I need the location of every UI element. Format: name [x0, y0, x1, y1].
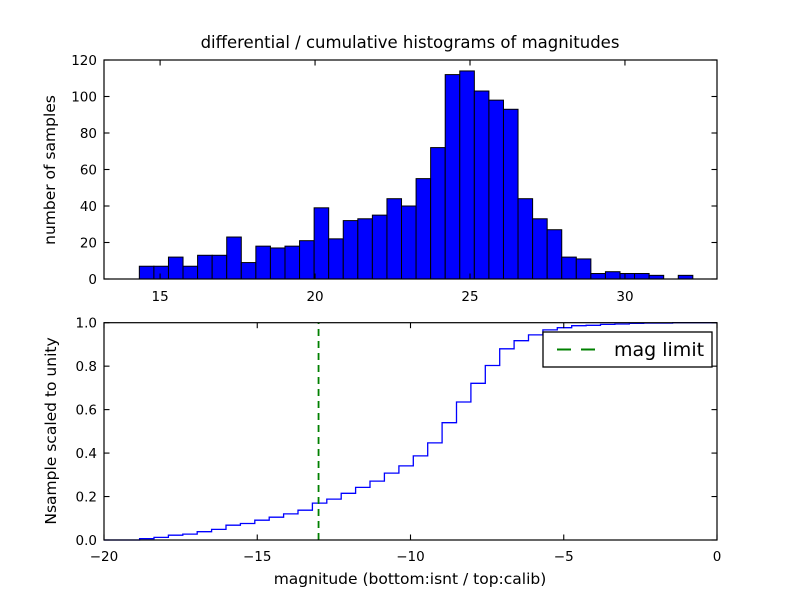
legend: mag limit	[542, 331, 713, 368]
histogram-bar	[444, 74, 461, 280]
histogram-bar	[488, 99, 504, 280]
legend-label: mag limit	[614, 339, 704, 361]
histogram-bar	[240, 262, 257, 280]
histogram-bar	[415, 178, 432, 280]
histogram-bar	[590, 273, 606, 280]
top-y-tick-label: 40	[80, 199, 97, 215]
histogram-bar	[197, 254, 213, 280]
histogram-bar	[517, 198, 534, 280]
histogram-bar	[604, 271, 621, 280]
histogram-bar	[561, 256, 577, 280]
top-histogram-bars	[138, 70, 694, 280]
histogram-bar	[211, 254, 228, 280]
top-y-tick-label: 0	[88, 272, 97, 288]
top-x-tick-label: 25	[461, 289, 478, 305]
bottom-x-tick-label: 0	[713, 549, 722, 565]
histogram-bar	[255, 245, 271, 280]
histogram-bar	[473, 90, 490, 280]
bottom-y-tick-label: 0.8	[76, 359, 97, 375]
histogram-bar	[342, 220, 359, 280]
histogram-bar	[371, 214, 388, 280]
histogram-bar	[299, 240, 315, 280]
histogram-bar	[182, 265, 199, 280]
top-y-tick-label: 120	[71, 53, 97, 69]
histogram-bar	[328, 238, 344, 280]
top-y-tick-label: 100	[71, 89, 97, 105]
cumulative-step-line	[104, 322, 717, 541]
histogram-bar	[386, 198, 403, 280]
top-x-tick-label: 30	[616, 289, 633, 305]
legend-box	[542, 331, 713, 368]
histogram-bar	[459, 70, 475, 280]
histogram-bar	[269, 247, 286, 280]
bottom-x-tick-label: −15	[243, 549, 272, 565]
histogram-bar	[138, 265, 155, 280]
histogram-bar	[313, 207, 330, 280]
cumulative-curve	[104, 322, 717, 541]
histogram-bar	[546, 229, 563, 280]
axes-spines	[103, 59, 718, 541]
top-y-tick-label: 60	[80, 162, 97, 178]
top-y-tick-label: 80	[80, 126, 97, 142]
top-x-tick-label: 20	[306, 289, 323, 305]
chart-title: differential / cumulative histograms of …	[201, 33, 620, 52]
bottom-y-tick-label: 0.2	[76, 489, 97, 505]
bottom-y-axis-label: Nsample scaled to unity	[42, 337, 60, 524]
histogram-bar	[575, 258, 592, 280]
axes-spine	[103, 59, 718, 280]
tick-labels: 15 20 25 30 0 20 40 60 80 100 120 −20 −15 −10 −5 0 0.0 0.…	[71, 53, 721, 565]
histogram-bar	[619, 273, 636, 280]
axes-spine	[103, 322, 718, 541]
histogram-bar	[153, 265, 169, 280]
histogram-bar	[502, 108, 519, 280]
bottom-y-tick-label: 0.4	[76, 446, 97, 462]
histogram-bar	[430, 147, 446, 280]
top-y-axis-label: number of samples	[41, 95, 59, 245]
x-axis-label: magnitude (bottom:isnt / top:calib)	[274, 570, 547, 588]
bottom-y-tick-label: 1.0	[76, 316, 97, 332]
histogram-bar	[357, 218, 373, 280]
histogram-bar	[634, 273, 650, 280]
bottom-y-tick-label: 0.6	[76, 402, 97, 418]
histogram-bar	[167, 256, 184, 280]
histogram-bar	[401, 205, 417, 280]
bottom-y-tick-label: 0.0	[76, 533, 97, 549]
histogram-bar	[532, 218, 548, 280]
top-x-tick-label: 15	[151, 289, 168, 305]
top-y-tick-label: 20	[80, 235, 97, 251]
histogram-bar	[226, 236, 242, 280]
bottom-x-tick-label: −10	[396, 549, 425, 565]
bottom-x-tick-label: −20	[90, 549, 119, 565]
bottom-x-tick-label: −5	[554, 549, 574, 565]
histogram-bar	[284, 245, 301, 280]
